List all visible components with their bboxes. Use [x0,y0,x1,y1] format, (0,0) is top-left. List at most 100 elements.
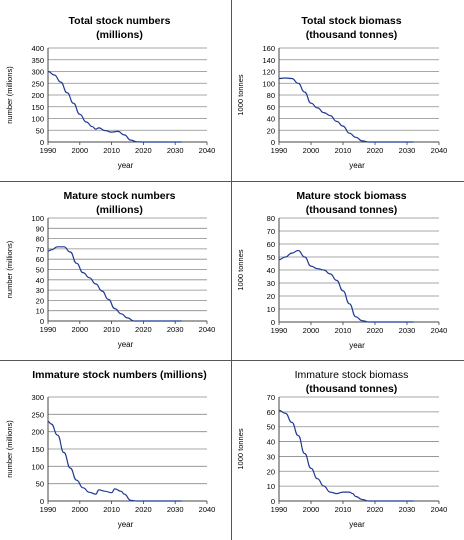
y-tick-label: 300 [31,68,44,77]
data-point [310,103,311,104]
chart-title: Immature stock numbers (millions) [32,369,206,381]
data-point [330,115,331,116]
data-point [362,499,363,500]
y-tick-label: 200 [31,91,44,100]
chart-title: Total stock biomass [301,15,401,27]
data-point [82,487,83,488]
data-point [76,263,77,264]
x-axis-label: year [349,341,365,350]
data-point [298,435,299,436]
x-tick-label: 2020 [367,505,384,514]
data-point [336,121,337,122]
data-point [89,277,90,278]
data-point [323,112,324,113]
y-tick-label: 30 [267,452,275,461]
y-tick-label: 60 [267,103,275,112]
data-point [76,480,77,481]
data-point [342,126,343,127]
y-tick-label: 160 [262,44,275,53]
data-point [86,121,87,122]
data-point [89,492,90,493]
x-tick-label: 2040 [199,146,216,155]
x-tick-label: 1990 [40,325,57,334]
x-tick-label: 2000 [71,325,88,334]
data-point [143,500,144,501]
x-tick-label: 2030 [399,146,416,155]
x-axis-label: year [118,340,134,349]
series-line [47,246,182,322]
x-tick-label: 2020 [367,326,384,335]
x-tick-label: 2010 [335,146,352,155]
y-axis-label: 1000 tonnes [236,74,245,116]
panel-divider-vertical [231,0,232,540]
data-point [66,92,67,93]
chart-subtitle: (millions) [96,29,143,41]
x-tick-label: 2030 [167,325,184,334]
data-point [310,266,311,267]
data-point [362,320,363,321]
y-tick-label: 140 [262,56,275,65]
data-point [95,128,96,129]
data-point [285,256,286,257]
x-tick-label: 1990 [271,146,288,155]
y-tick-label: 400 [31,44,44,53]
data-point [73,103,74,104]
y-tick-label: 40 [267,115,275,124]
y-tick-label: 30 [36,286,44,295]
data-point [291,422,292,423]
chart-panel-1: Total stock numbers (millions) 0 50 100 150 20… [5,15,216,170]
data-point [117,131,118,132]
x-tick-label: 2030 [167,505,184,514]
data-point [70,251,71,252]
data-point [352,493,353,494]
y-tick-label: 0 [271,318,275,327]
x-tick-label: 2000 [303,146,320,155]
data-point [101,291,102,292]
x-tick-label: 2040 [431,326,448,335]
chart-panel-3: Mature stock numbers(millions)0102030405… [5,190,215,349]
y-tick-label: 50 [267,253,275,262]
data-point [54,74,55,75]
chart-title: Total stock numbers [69,15,171,27]
data-point [342,491,343,492]
x-tick-label: 2020 [367,146,384,155]
data-point [336,280,337,281]
data-point [291,253,292,254]
chart-panel-5: Immature stock numbers (millions) 0 50 100 1… [5,369,215,529]
data-point [143,320,144,321]
data-point [368,321,369,322]
series-line [278,249,414,323]
data-point [342,290,343,291]
y-tick-label: 80 [267,91,275,100]
y-tick-label: 50 [36,266,44,275]
x-tick-label: 2030 [167,146,184,155]
x-axis-label: year [349,520,365,529]
data-point [63,246,64,247]
data-point [413,141,414,142]
data-point [47,71,48,72]
y-tick-label: 100 [31,115,44,124]
y-tick-label: 120 [262,68,275,77]
data-point [124,493,125,494]
chart-title: Mature stock numbers [63,190,175,202]
data-point [355,137,356,138]
y-tick-label: 60 [267,240,275,249]
panel-divider-horizontal [0,360,464,361]
data-point [304,91,305,92]
x-tick-label: 2000 [71,505,88,514]
data-point [291,78,292,79]
y-tick-label: 60 [267,408,275,417]
data-point [310,468,311,469]
series-line [47,420,182,502]
chart-subtitle: (thousand tonnes) [306,204,398,216]
data-point [130,140,131,141]
data-point [323,486,324,487]
chart-title: Mature stock biomass [296,190,406,202]
data-point [105,491,106,492]
y-axis-label: 1000 tonnes [236,249,245,291]
data-point [95,493,96,494]
data-point [413,321,414,322]
y-tick-label: 250 [31,410,44,419]
data-point [111,492,112,493]
data-point [98,127,99,128]
